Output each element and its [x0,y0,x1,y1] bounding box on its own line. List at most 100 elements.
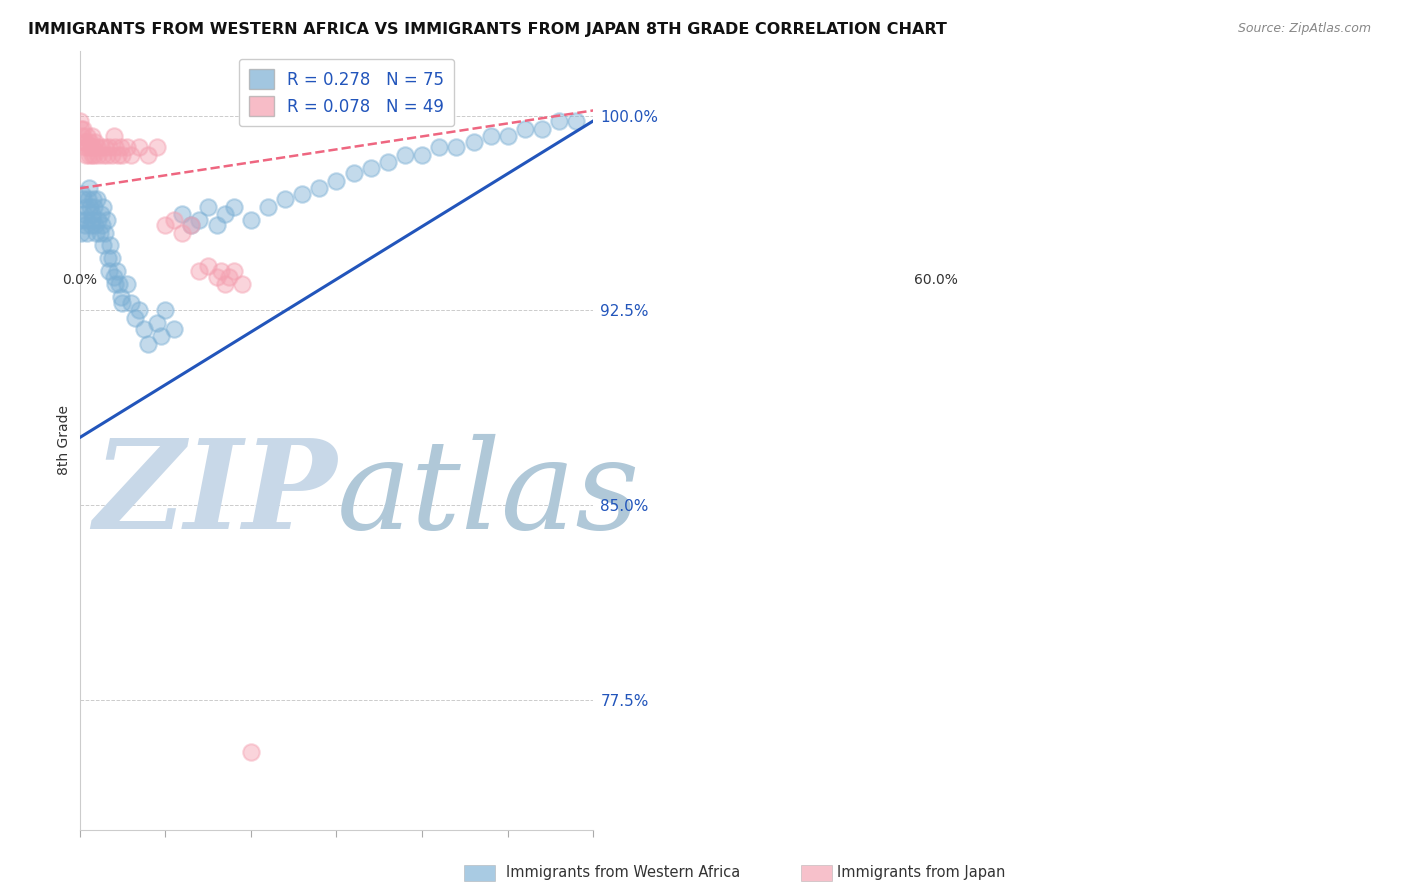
Y-axis label: 8th Grade: 8th Grade [58,405,72,475]
Point [111,147,134,161]
Point [513,121,536,136]
Point [69,113,91,128]
Point [97,252,120,266]
Point [124,311,146,326]
Point [222,200,245,214]
Point [93,238,115,252]
Point [325,173,347,187]
Point [86,192,108,206]
Point [180,218,202,232]
Point [98,140,121,154]
Point [101,252,124,266]
Point [104,277,127,292]
Point [128,140,150,154]
Text: Immigrants from Japan: Immigrants from Japan [837,865,1005,880]
Point [73,140,96,154]
Point [91,200,114,214]
Point [84,218,107,232]
Point [86,140,108,154]
Point [172,226,194,240]
Point [342,166,364,180]
Point [214,207,236,221]
Point [394,147,416,161]
Point [72,121,94,136]
Point [104,140,127,154]
Point [565,113,588,128]
Point [136,147,159,161]
Point [205,269,228,284]
Point [120,147,142,161]
Point [360,161,382,175]
Point [75,147,97,161]
Point [73,207,96,221]
Legend: R = 0.278   N = 75, R = 0.078   N = 49: R = 0.278 N = 75, R = 0.078 N = 49 [239,59,454,127]
Point [73,218,96,232]
Point [70,121,93,136]
Point [115,140,138,154]
Point [128,303,150,318]
Point [70,186,93,201]
Text: atlas: atlas [336,434,640,556]
Point [77,140,100,154]
Point [153,218,176,232]
Point [239,745,262,759]
Point [110,290,132,304]
Point [73,135,96,149]
Point [82,140,104,154]
Text: 60.0%: 60.0% [914,273,957,286]
Point [79,218,101,232]
Text: 0.0%: 0.0% [62,273,97,286]
Point [69,212,91,227]
Point [94,226,117,240]
Point [197,260,219,274]
Point [188,212,211,227]
Point [93,147,115,161]
Point [153,303,176,318]
Point [96,147,118,161]
Point [548,113,571,128]
Point [82,129,104,144]
Point [308,181,330,195]
Point [105,264,128,278]
Point [103,269,125,284]
Point [87,147,110,161]
Point [231,277,253,292]
Point [479,129,502,144]
Point [80,207,103,221]
Point [82,212,104,227]
Point [77,147,100,161]
Point [377,155,399,169]
Text: ZIP: ZIP [93,434,336,556]
Point [76,226,98,240]
Point [180,218,202,232]
Point [222,264,245,278]
Point [103,129,125,144]
Point [149,329,172,343]
Point [94,140,117,154]
Point [463,135,485,149]
Point [214,277,236,292]
Point [209,264,232,278]
Point [163,321,186,335]
Point [79,200,101,214]
Point [120,295,142,310]
Point [76,129,98,144]
Point [132,321,155,335]
Point [96,212,118,227]
Point [115,277,138,292]
Point [84,226,107,240]
Point [75,212,97,227]
Point [108,277,131,292]
Point [98,238,121,252]
Point [90,207,112,221]
Point [87,212,110,227]
Point [257,200,280,214]
Point [172,207,194,221]
Point [83,200,105,214]
Point [107,147,129,161]
Point [77,192,100,206]
Point [79,135,101,149]
Point [446,140,468,154]
Point [75,200,97,214]
Point [531,121,554,136]
